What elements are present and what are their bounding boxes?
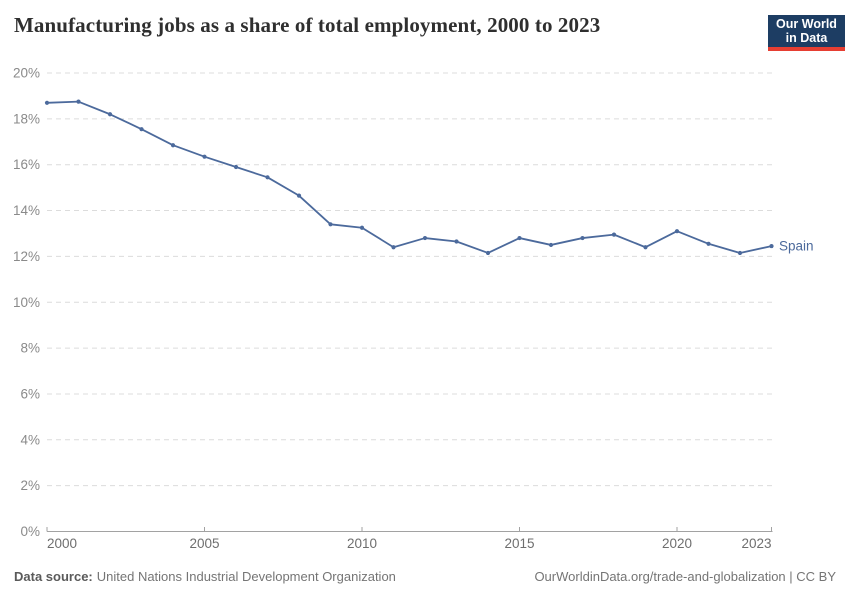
data-point	[170, 143, 176, 148]
data-point	[674, 229, 680, 234]
data-point	[769, 243, 774, 249]
data-point	[107, 112, 113, 117]
y-tick-label: 10%	[13, 295, 40, 310]
owid-logo: Our World in Data	[768, 15, 845, 51]
data-point	[548, 242, 554, 248]
entity-label: Spain	[779, 239, 814, 254]
y-tick-label: 4%	[20, 432, 40, 447]
chart-footer: Data source: United Nations Industrial De…	[14, 569, 836, 584]
series-spain: Spain	[44, 99, 814, 256]
data-point	[422, 235, 428, 241]
series-line	[46, 100, 773, 254]
data-source-label: Data source:	[14, 569, 93, 584]
data-point	[139, 127, 144, 132]
x-tick-label: 2005	[189, 536, 219, 551]
y-tick-label: 2%	[20, 478, 40, 493]
data-point	[517, 235, 522, 241]
data-point	[328, 222, 333, 227]
data-point	[580, 235, 585, 241]
data-point	[391, 245, 396, 250]
data-point	[265, 175, 270, 180]
y-tick-label: 6%	[20, 386, 40, 401]
data-point	[233, 164, 239, 170]
owid-logo-line2: in Data	[785, 30, 828, 45]
y-tick-label: 20%	[13, 66, 40, 81]
data-point	[359, 225, 365, 230]
data-point	[296, 193, 302, 198]
data-point	[611, 232, 617, 237]
owid-logo-line1: Our World	[776, 17, 837, 31]
data-point	[737, 250, 743, 256]
data-point	[643, 245, 648, 250]
data-point	[454, 239, 459, 244]
credit-link: OurWorldinData.org/trade-and-globalizati…	[534, 569, 836, 584]
data-point	[706, 241, 711, 246]
data-source-value: United Nations Industrial Development Or…	[96, 569, 396, 584]
x-tick-label: 2023	[741, 536, 771, 551]
data-source: Data source: United Nations Industrial De…	[14, 569, 396, 584]
y-axis-labels: 0% 2% 4% 6% 8% 10% 12% 14% 16% 18% 20%	[13, 66, 40, 540]
y-tick-label: 14%	[13, 203, 40, 218]
y-tick-label: 8%	[20, 341, 40, 356]
y-tick-label: 18%	[13, 111, 40, 126]
gridlines	[47, 72, 775, 487]
x-tick-label: 2020	[662, 536, 692, 551]
chart-title: Manufacturing jobs as a share of total e…	[14, 13, 601, 37]
data-point	[44, 100, 50, 105]
y-tick-label: 0%	[20, 524, 40, 539]
data-point	[485, 250, 491, 256]
x-tick-label: 2010	[347, 536, 377, 551]
y-tick-label: 16%	[13, 157, 40, 172]
data-point	[76, 99, 81, 104]
x-axis-labels: 2000 2005 2010 2015 2020 2023	[47, 536, 772, 551]
data-point	[202, 154, 207, 159]
x-axis	[46, 527, 773, 532]
x-tick-label: 2000	[47, 536, 77, 551]
y-tick-label: 12%	[13, 249, 40, 264]
x-tick-label: 2015	[504, 536, 534, 551]
